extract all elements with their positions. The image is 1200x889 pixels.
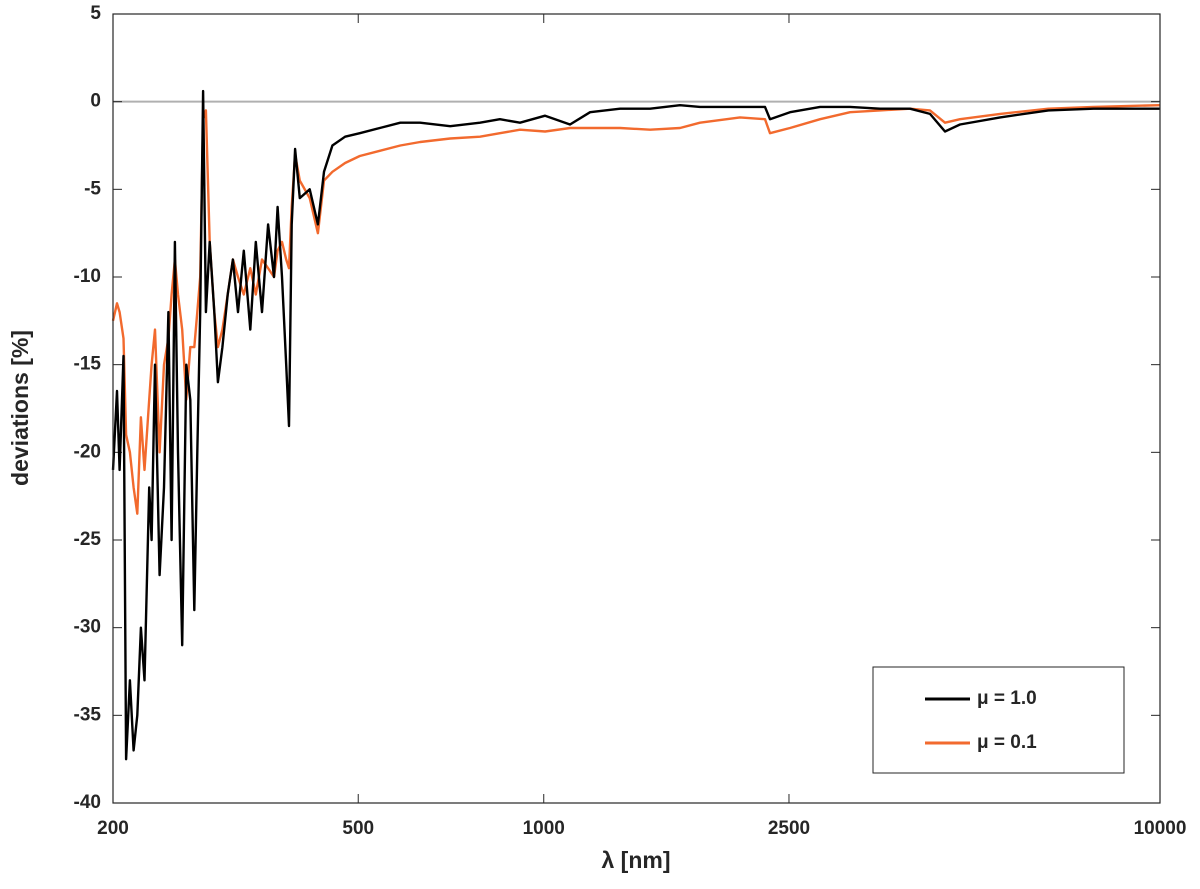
y-tick-label: -20 [74,441,101,462]
legend-box [872,666,1125,774]
legend-label: μ = 0.1 [977,732,1037,753]
y-tick-label: -15 [74,354,102,375]
legend-label: μ = 1.0 [977,688,1037,709]
x-tick-label: 500 [342,818,374,839]
x-tick-label: 1000 [523,818,565,839]
y-tick-label: -35 [74,704,102,725]
series-line [111,89,1160,761]
y-tick-label: -40 [74,792,101,813]
series-line [111,104,1161,515]
x-tick-label: 10000 [1134,818,1187,839]
y-tick-label: -5 [84,178,101,199]
x-tick-label: 200 [97,818,129,839]
y-tick-label: -25 [74,529,102,550]
y-tick-label: 5 [90,3,101,24]
y-tick-label: -10 [74,266,101,287]
y-tick-label: 0 [90,91,101,112]
plot-frame [112,13,1161,804]
x-axis-label: λ [nm] [602,847,671,873]
y-tick-label: -30 [74,617,101,638]
y-axis-label: deviations [%] [7,330,33,486]
x-tick-label: 2500 [768,818,810,839]
